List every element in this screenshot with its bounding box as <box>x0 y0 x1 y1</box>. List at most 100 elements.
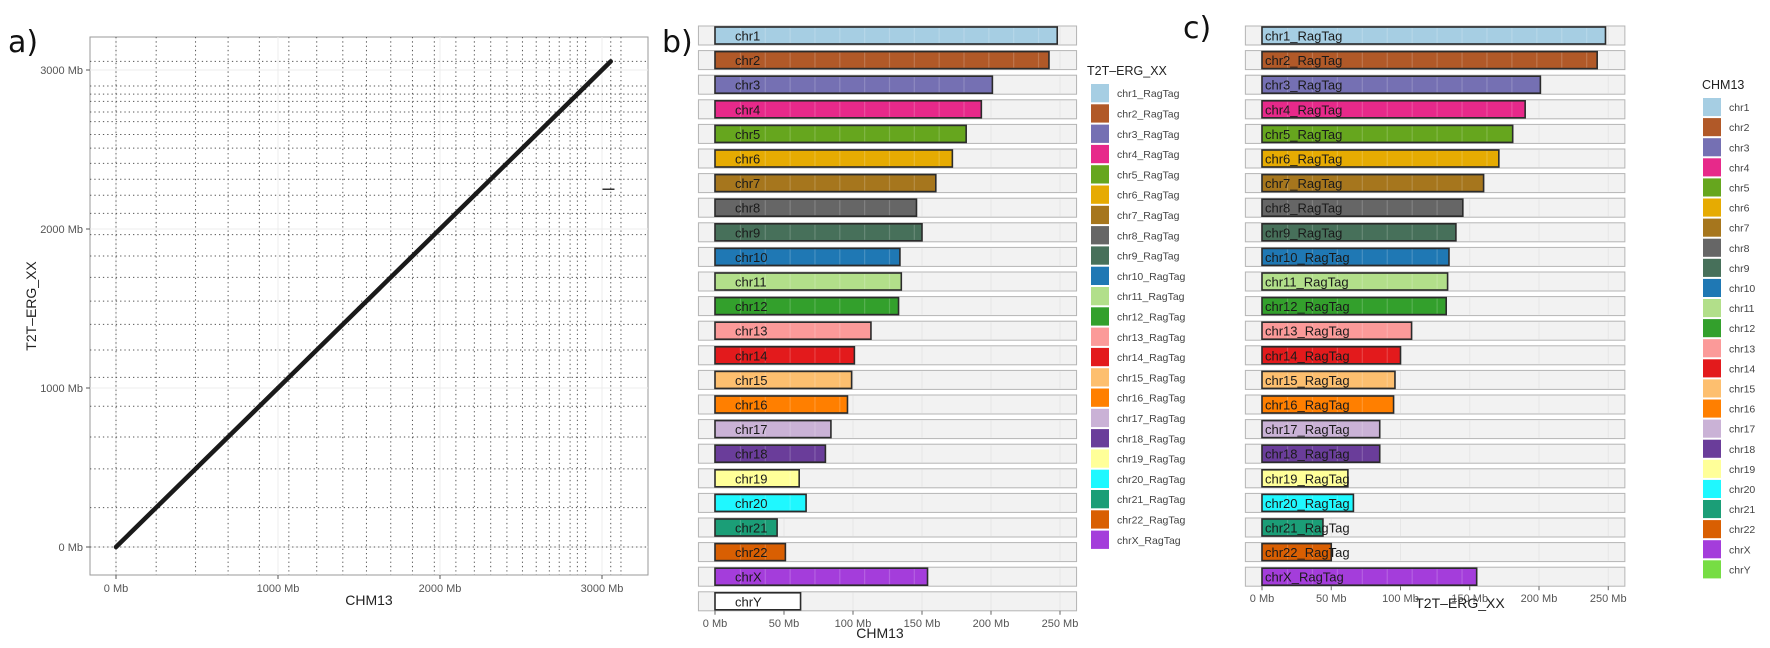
legend-label: chr15_RagTag <box>1117 372 1185 384</box>
bar-band <box>764 421 766 437</box>
bar-band <box>888 249 891 265</box>
bar-row: chr9_RagTag <box>1244 222 1626 243</box>
legend-swatch <box>1091 510 1109 529</box>
bar-band <box>1361 446 1363 462</box>
legend-swatch <box>1703 479 1721 498</box>
bar-label: chr9_RagTag <box>1265 225 1342 240</box>
legend-label: chr10_RagTag <box>1117 271 1185 283</box>
bar-row: chr5_RagTag <box>1244 123 1626 144</box>
panel-a-alignments <box>113 59 615 550</box>
bar-row: chr5 <box>697 123 1078 144</box>
panel-a-alignment-segment <box>356 226 443 311</box>
bar-row: chr3_RagTag <box>1244 74 1626 95</box>
bar-band <box>814 421 816 437</box>
bar-band <box>1311 126 1314 142</box>
chromosome-bar <box>1261 321 1413 341</box>
chromosome-bar <box>714 124 967 144</box>
chromosome-bar <box>1261 345 1402 365</box>
panel-a-x-tick-label: 1000 Mb <box>257 583 300 595</box>
bar-band <box>1436 52 1438 68</box>
bar-row: chr21 <box>697 517 1078 538</box>
legend-swatch <box>1091 266 1109 285</box>
legend-label: chr15 <box>1729 383 1755 395</box>
x-tick-label: 250 Mb <box>1042 618 1079 630</box>
legend-swatch <box>1091 104 1109 123</box>
legend-label: chr9_RagTag <box>1117 251 1180 263</box>
chromosome-bar <box>1261 223 1457 242</box>
x-tick-label: 0 Mb <box>1250 593 1274 605</box>
legend-label: chr8_RagTag <box>1117 230 1180 242</box>
bar-band <box>764 495 766 511</box>
chromosome-bar <box>1261 173 1485 193</box>
bar-band <box>1286 421 1289 437</box>
bar-label: chr17 <box>735 422 768 437</box>
chromosome-bar <box>1261 395 1395 414</box>
panel-a-alignment-segment <box>113 465 200 550</box>
legend-label: chr4 <box>1729 162 1750 174</box>
bar-band <box>1461 101 1463 117</box>
bar-label: chr8 <box>735 201 760 216</box>
bar-band <box>1336 495 1338 511</box>
bar-row: chr12_RagTag <box>1244 296 1626 317</box>
bar-row: chr13 <box>697 320 1078 341</box>
bar-band <box>1411 28 1413 43</box>
bar-band <box>1361 421 1363 437</box>
chromosome-bar <box>1261 419 1381 439</box>
bar-band <box>1311 569 1314 585</box>
bar-row-background <box>697 542 1078 563</box>
bar-row: chr11_RagTag <box>1244 271 1626 292</box>
bar-band <box>739 151 742 166</box>
chromosome-bar <box>714 542 787 562</box>
bar-band <box>814 151 816 166</box>
bar-row: chr2_RagTag <box>1244 50 1626 71</box>
bar-band <box>1311 200 1314 216</box>
bar-band <box>789 372 791 388</box>
bar-band <box>1286 298 1289 314</box>
legend-label: chr19 <box>1729 464 1755 476</box>
bar-row: chr3 <box>697 74 1078 95</box>
bar-band <box>1336 52 1338 68</box>
legend-label: chr2_RagTag <box>1117 108 1180 120</box>
chromosome-bar <box>1261 26 1607 45</box>
panel-b-ticks: 0 Mb 50 Mb 100 Mb 150 Mb 200 Mb 250 Mb <box>703 610 1079 630</box>
bar-band <box>1311 544 1314 560</box>
bar-band <box>764 274 766 289</box>
bar-label: chr22 <box>735 545 768 560</box>
bar-band <box>1336 397 1338 412</box>
legend-swatch <box>1703 379 1721 398</box>
bar-band <box>1336 446 1338 462</box>
legend-swatch <box>1703 439 1721 458</box>
legend-swatch <box>1703 238 1721 257</box>
bar-band <box>1336 470 1338 486</box>
bar-row-background <box>697 517 1078 538</box>
bar-band <box>1386 224 1388 240</box>
bar-band <box>1361 347 1363 363</box>
bar-band <box>864 274 866 289</box>
bar-row: chr12 <box>697 296 1078 317</box>
bar-band <box>1361 52 1363 68</box>
x-tick-label: 150 Mb <box>1451 593 1488 605</box>
bar-band <box>913 28 915 43</box>
panel-a-y-title: T2T–ERG_XX <box>23 261 39 351</box>
legend-swatch <box>1703 540 1721 559</box>
bar-row: chr20_RagTag <box>1244 492 1626 513</box>
chromosome-bar <box>714 272 903 291</box>
chromosome-bar <box>1261 198 1464 217</box>
bar-band <box>913 175 915 191</box>
bar-band <box>963 28 965 43</box>
bar-band <box>1486 28 1488 43</box>
legend-label: chr8 <box>1729 243 1750 255</box>
bar-row: chr20 <box>697 492 1078 513</box>
x-tick-label: 50 Mb <box>1316 593 1347 605</box>
bar-band <box>789 52 791 68</box>
bar-band <box>814 569 816 585</box>
bar-label: chr2 <box>735 53 760 68</box>
bar-label: chr7 <box>735 176 760 191</box>
legend-label: chr20 <box>1729 484 1755 496</box>
legend-label: chr14 <box>1729 363 1755 375</box>
chromosome-bar <box>1261 518 1324 537</box>
bar-label: chr3_RagTag <box>1265 78 1342 93</box>
bar-band <box>839 397 841 412</box>
chromosome-bar <box>714 321 872 341</box>
bar-band <box>1511 52 1513 68</box>
